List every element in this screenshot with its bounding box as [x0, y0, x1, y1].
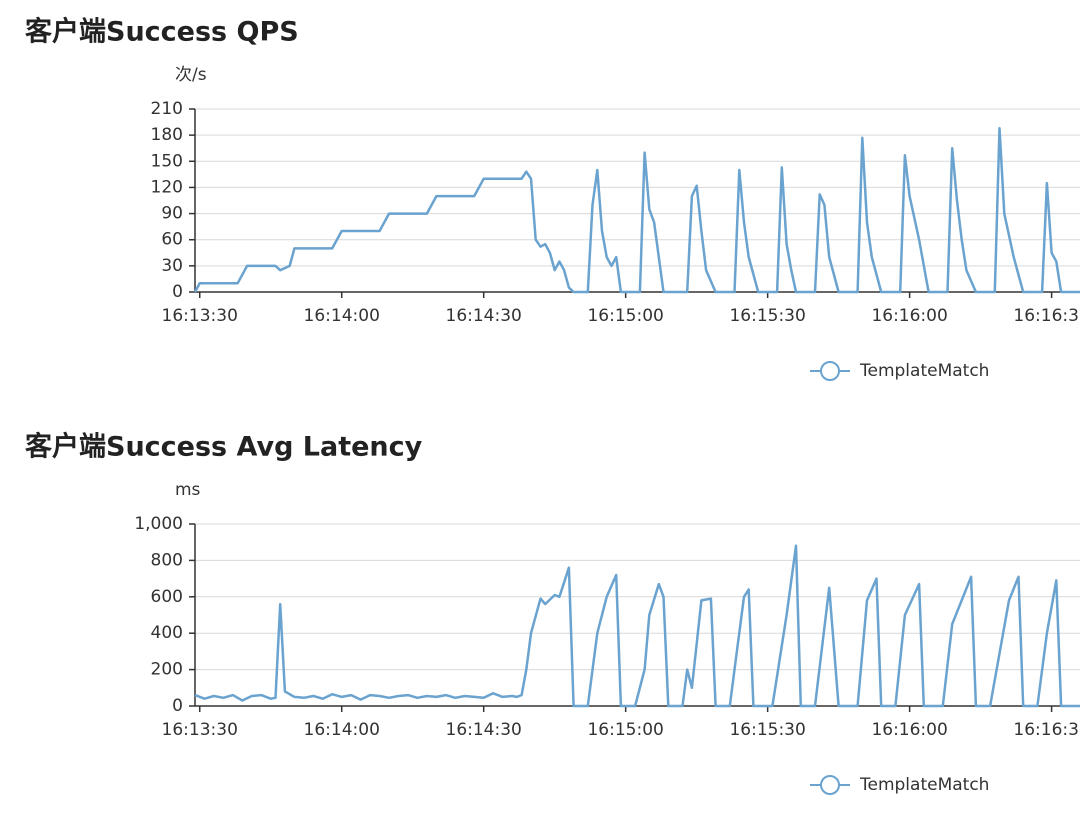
y-tick-label: 1,000 — [134, 514, 183, 534]
legend-marker — [820, 775, 840, 795]
y-tick-label: 200 — [151, 660, 183, 680]
y-tick-label: 600 — [151, 587, 183, 607]
x-tick-label: 16:16:30 — [1013, 720, 1080, 740]
y-tick-label: 180 — [151, 125, 183, 145]
y-tick-label: 400 — [151, 623, 183, 643]
x-tick-label: 16:13:30 — [162, 306, 238, 326]
legend-marker — [820, 361, 840, 381]
y-tick-label: 0 — [172, 696, 183, 716]
legend-label: TemplateMatch — [859, 775, 989, 795]
x-tick-label: 16:14:00 — [304, 720, 380, 740]
x-tick-label: 16:14:00 — [304, 306, 380, 326]
y-tick-label: 800 — [151, 550, 183, 570]
x-tick-label: 16:15:00 — [587, 720, 663, 740]
x-tick-label: 16:15:00 — [587, 306, 663, 326]
chart-title: 客户端Success QPS — [25, 16, 299, 48]
x-tick-label: 16:15:30 — [729, 720, 805, 740]
y-tick-label: 30 — [161, 256, 183, 276]
x-tick-label: 16:14:30 — [446, 306, 522, 326]
x-tick-label: 16:16:30 — [1013, 306, 1080, 326]
series-line — [193, 126, 1080, 294]
series-line — [194, 544, 1080, 708]
y-tick-label: 120 — [151, 177, 183, 197]
legend-label: TemplateMatch — [859, 361, 989, 381]
y-tick-label: 60 — [161, 230, 183, 250]
y-tick-label: 0 — [172, 282, 183, 302]
chart-title: 客户端Success Avg Latency — [25, 431, 423, 463]
x-tick-label: 16:16:00 — [871, 720, 947, 740]
x-tick-label: 16:16:00 — [871, 306, 947, 326]
y-tick-label: 90 — [161, 204, 183, 224]
x-tick-label: 16:14:30 — [446, 720, 522, 740]
y-tick-label: 210 — [151, 99, 183, 119]
y-tick-label: 150 — [151, 151, 183, 171]
x-tick-label: 16:15:30 — [729, 306, 805, 326]
y-unit-label: 次/s — [175, 65, 207, 85]
x-tick-label: 16:13:30 — [162, 720, 238, 740]
y-unit-label: ms — [175, 480, 201, 500]
